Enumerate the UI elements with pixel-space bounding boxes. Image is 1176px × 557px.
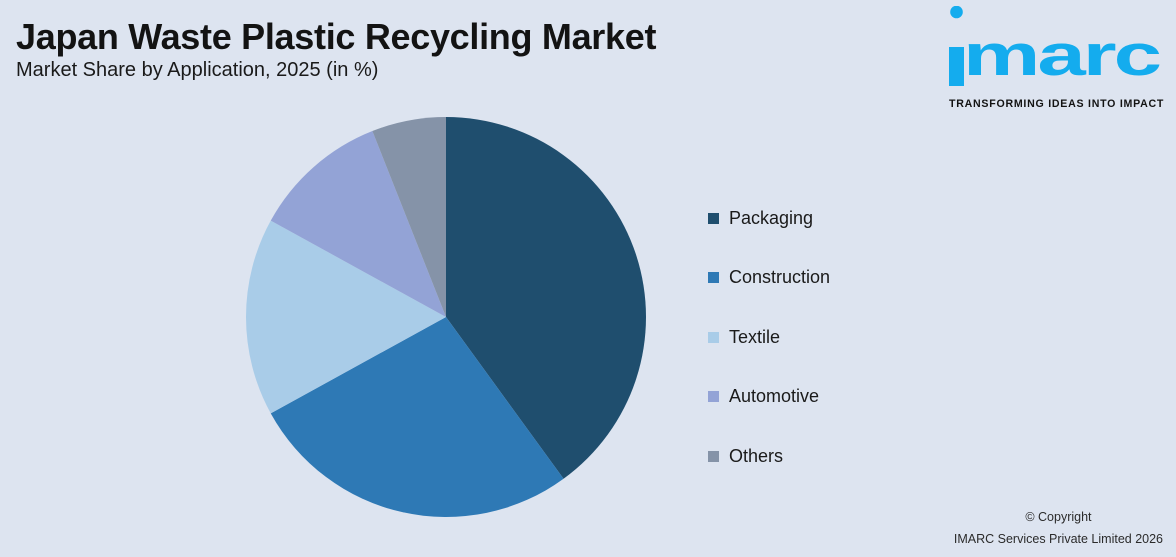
svg-text:marc: marc <box>963 22 1159 87</box>
svg-text:TRANSFORMING IDEAS INTO IMPACT: TRANSFORMING IDEAS INTO IMPACT <box>949 98 1164 110</box>
